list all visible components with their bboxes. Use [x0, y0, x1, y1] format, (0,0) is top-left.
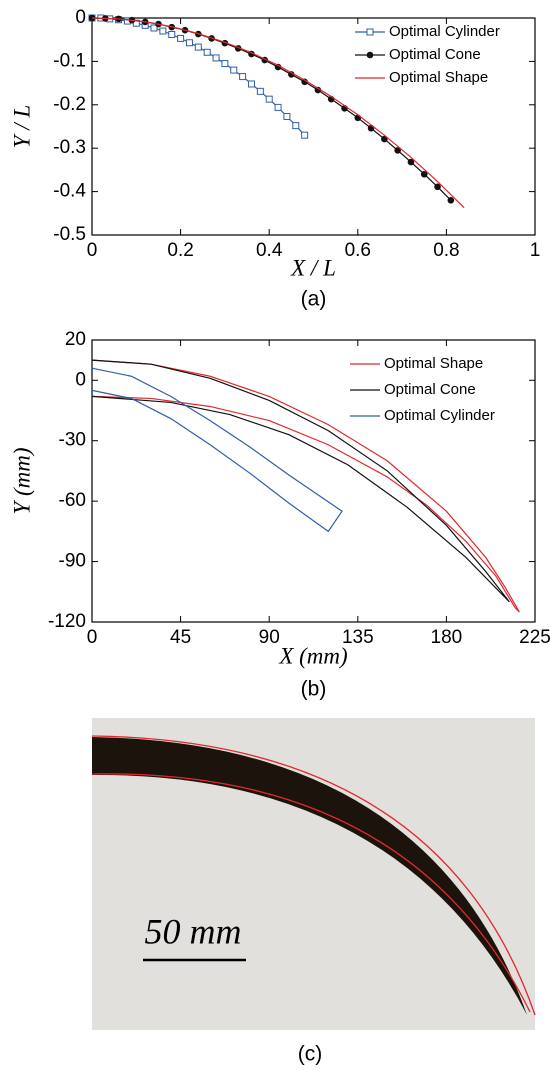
marker	[274, 63, 282, 71]
y-tick-label: -30	[59, 430, 86, 451]
y-tick-label: -60	[59, 490, 86, 511]
marker	[150, 24, 158, 32]
marker	[159, 27, 167, 35]
plot-frame	[91, 339, 536, 623]
marker	[203, 48, 211, 56]
series-line	[91, 367, 343, 533]
marker	[381, 135, 388, 143]
y-tick-label: -120	[48, 611, 86, 632]
marker	[247, 80, 255, 88]
plot-frame	[91, 17, 536, 236]
marker	[230, 66, 238, 74]
x-tick-label: 0	[87, 627, 98, 648]
legend-label: Optimal Cylinder	[384, 407, 495, 424]
x-tick-label: 90	[259, 627, 280, 648]
x-tick-label: 0.4	[256, 240, 283, 261]
marker	[265, 95, 273, 103]
photo-outline	[91, 735, 536, 1016]
marker	[221, 60, 229, 68]
marker	[394, 147, 401, 154]
marker	[212, 54, 220, 62]
y-tick-label: -0.5	[53, 224, 86, 245]
marker	[434, 183, 441, 191]
marker	[447, 196, 455, 204]
photo-strip	[92, 737, 527, 1015]
legend-label: Optimal Cone	[389, 46, 481, 63]
x-tick-label: 0.8	[433, 240, 459, 261]
legend-label: Optimal Shape	[389, 69, 488, 86]
caption: (c)	[298, 1043, 323, 1066]
x-tick-label: 0.2	[167, 240, 193, 261]
marker	[177, 34, 185, 42]
marker	[292, 122, 300, 130]
marker	[256, 87, 264, 95]
series-line	[91, 359, 520, 613]
photo-outline	[91, 773, 531, 1013]
legend-marker	[366, 28, 374, 36]
y-tick-label: -90	[59, 551, 86, 572]
x-tick-label: 1	[530, 240, 541, 261]
scale-label: 50 mm	[145, 911, 242, 951]
series-line	[91, 359, 510, 603]
y-axis-label: Y / L	[9, 105, 34, 148]
marker	[301, 131, 309, 139]
marker	[274, 103, 282, 111]
legend-label: Optimal Cylinder	[389, 23, 500, 40]
photo-panel: 50 mm (c)	[91, 718, 536, 1066]
marker	[314, 86, 322, 94]
marker	[185, 39, 193, 47]
y-tick-label: -0.2	[53, 94, 86, 115]
caption: (b)	[301, 678, 327, 701]
y-tick-label: -0.3	[53, 137, 86, 158]
marker	[420, 170, 428, 178]
x-tick-label: 0.6	[345, 240, 371, 261]
legend-label: Optimal Shape	[384, 355, 483, 372]
y-tick-label: -0.4	[53, 181, 86, 202]
caption: (a)	[301, 288, 327, 311]
x-tick-label: 0	[87, 240, 98, 261]
x-axis-label: X / L	[290, 255, 336, 280]
y-tick-label: 20	[65, 329, 86, 350]
marker	[194, 43, 202, 51]
marker	[407, 158, 415, 166]
legend-marker	[366, 51, 374, 59]
series-line	[91, 17, 465, 209]
y-tick-label: 0	[75, 369, 86, 390]
y-tick-label: -0.1	[53, 50, 86, 71]
marker	[367, 124, 375, 132]
x-tick-label: 225	[519, 627, 550, 648]
y-tick-label: 0	[75, 7, 86, 28]
x-axis-label: X (mm)	[278, 643, 347, 668]
marker	[288, 71, 295, 78]
x-tick-label: 135	[342, 627, 374, 648]
marker	[168, 30, 176, 38]
marker	[283, 113, 291, 121]
marker	[239, 73, 247, 81]
x-tick-label: 180	[431, 627, 463, 648]
y-axis-label: Y (mm)	[9, 447, 34, 514]
x-tick-label: 45	[170, 627, 191, 648]
legend-label: Optimal Cone	[384, 381, 476, 398]
marker	[301, 78, 308, 86]
